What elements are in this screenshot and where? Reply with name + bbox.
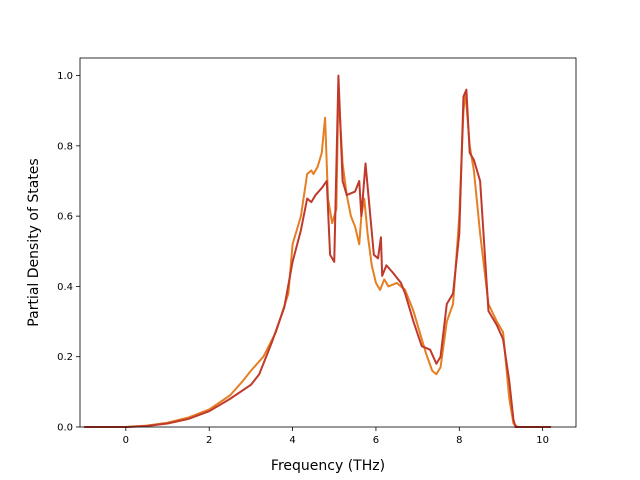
y-axis-label: Partial Density of States	[26, 158, 42, 326]
x-axis: 0 2 4 6 8 10	[123, 427, 549, 446]
y-tick-label: 0.6	[57, 212, 73, 223]
y-tick-label: 0.2	[57, 352, 73, 363]
plot-frame	[79, 57, 577, 428]
y-tick-label: 0.0	[57, 423, 73, 434]
y-tick-label: 1.0	[57, 71, 73, 82]
x-tick-label: 0	[123, 435, 129, 446]
series-line-1	[84, 88, 551, 428]
y-tick-label: 0.8	[57, 141, 73, 152]
y-tick-label: 0.4	[57, 282, 73, 293]
plot-lines	[84, 74, 551, 428]
y-axis: 0.0 0.2 0.4 0.6 0.8 1.0	[57, 71, 80, 434]
x-tick-label: 2	[206, 435, 212, 446]
series-line-2	[84, 74, 551, 428]
x-tick-label: 4	[289, 435, 295, 446]
x-tick-label: 8	[456, 435, 462, 446]
x-tick-label: 6	[373, 435, 379, 446]
x-tick-label: 10	[536, 435, 549, 446]
x-axis-label: Frequency (THz)	[271, 458, 385, 474]
